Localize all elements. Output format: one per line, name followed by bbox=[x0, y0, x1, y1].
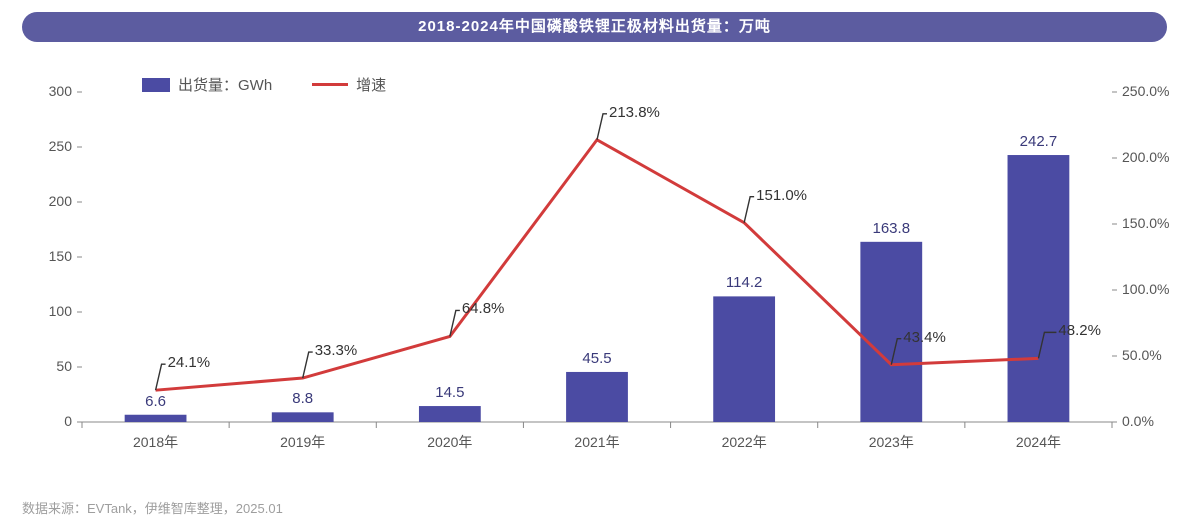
bar bbox=[1008, 155, 1070, 422]
y-right-tick: 150.0% bbox=[1122, 215, 1182, 231]
bar bbox=[566, 372, 628, 422]
y-left-tick: 200 bbox=[32, 193, 72, 209]
x-tick: 2023年 bbox=[851, 432, 931, 452]
bar-value: 8.8 bbox=[279, 390, 327, 407]
y-left-tick: 250 bbox=[32, 138, 72, 154]
x-tick: 2021年 bbox=[557, 432, 637, 452]
growth-value: 48.2% bbox=[1058, 322, 1101, 339]
bar-value: 114.2 bbox=[720, 274, 768, 291]
y-left-tick: 100 bbox=[32, 303, 72, 319]
bar-value: 45.5 bbox=[573, 350, 621, 367]
y-right-tick: 50.0% bbox=[1122, 347, 1182, 363]
y-right-tick: 250.0% bbox=[1122, 83, 1182, 99]
bar bbox=[713, 296, 775, 422]
x-tick: 2020年 bbox=[410, 432, 490, 452]
x-tick: 2019年 bbox=[263, 432, 343, 452]
x-tick: 2018年 bbox=[116, 432, 196, 452]
y-right-tick: 100.0% bbox=[1122, 281, 1182, 297]
y-right-tick: 0.0% bbox=[1122, 413, 1182, 429]
leader-line bbox=[156, 364, 166, 390]
bar-value: 14.5 bbox=[426, 384, 474, 401]
leader-line bbox=[744, 197, 754, 223]
source-note: 数据来源：EVTank，伊维智库整理，2025.01 bbox=[22, 498, 283, 517]
x-tick: 2022年 bbox=[704, 432, 784, 452]
growth-value: 43.4% bbox=[903, 329, 946, 346]
y-left-tick: 50 bbox=[32, 358, 72, 374]
page-root: 2018-2024年中国磷酸铁锂正极材料出货量：万吨 出货量：GWh 增速 05… bbox=[0, 0, 1189, 525]
y-left-tick: 300 bbox=[32, 83, 72, 99]
chart-title: 2018-2024年中国磷酸铁锂正极材料出货量：万吨 bbox=[22, 12, 1167, 42]
growth-value: 151.0% bbox=[756, 187, 807, 204]
growth-value: 64.8% bbox=[462, 300, 505, 317]
y-right-tick: 200.0% bbox=[1122, 149, 1182, 165]
bar-value: 6.6 bbox=[132, 393, 180, 410]
bar-value: 242.7 bbox=[1014, 133, 1062, 150]
bar bbox=[419, 406, 481, 422]
bar-value: 163.8 bbox=[867, 220, 915, 237]
y-left-tick: 150 bbox=[32, 248, 72, 264]
bar bbox=[125, 415, 187, 422]
growth-value: 24.1% bbox=[168, 354, 211, 371]
y-left-tick: 0 bbox=[32, 413, 72, 429]
growth-value: 213.8% bbox=[609, 104, 660, 121]
bar bbox=[272, 412, 334, 422]
x-tick: 2024年 bbox=[998, 432, 1078, 452]
chart-svg bbox=[22, 52, 1189, 472]
chart-area: 出货量：GWh 增速 0501001502002503000.0%50.0%10… bbox=[22, 52, 1167, 472]
growth-value: 33.3% bbox=[315, 342, 358, 359]
leader-line bbox=[597, 114, 607, 140]
